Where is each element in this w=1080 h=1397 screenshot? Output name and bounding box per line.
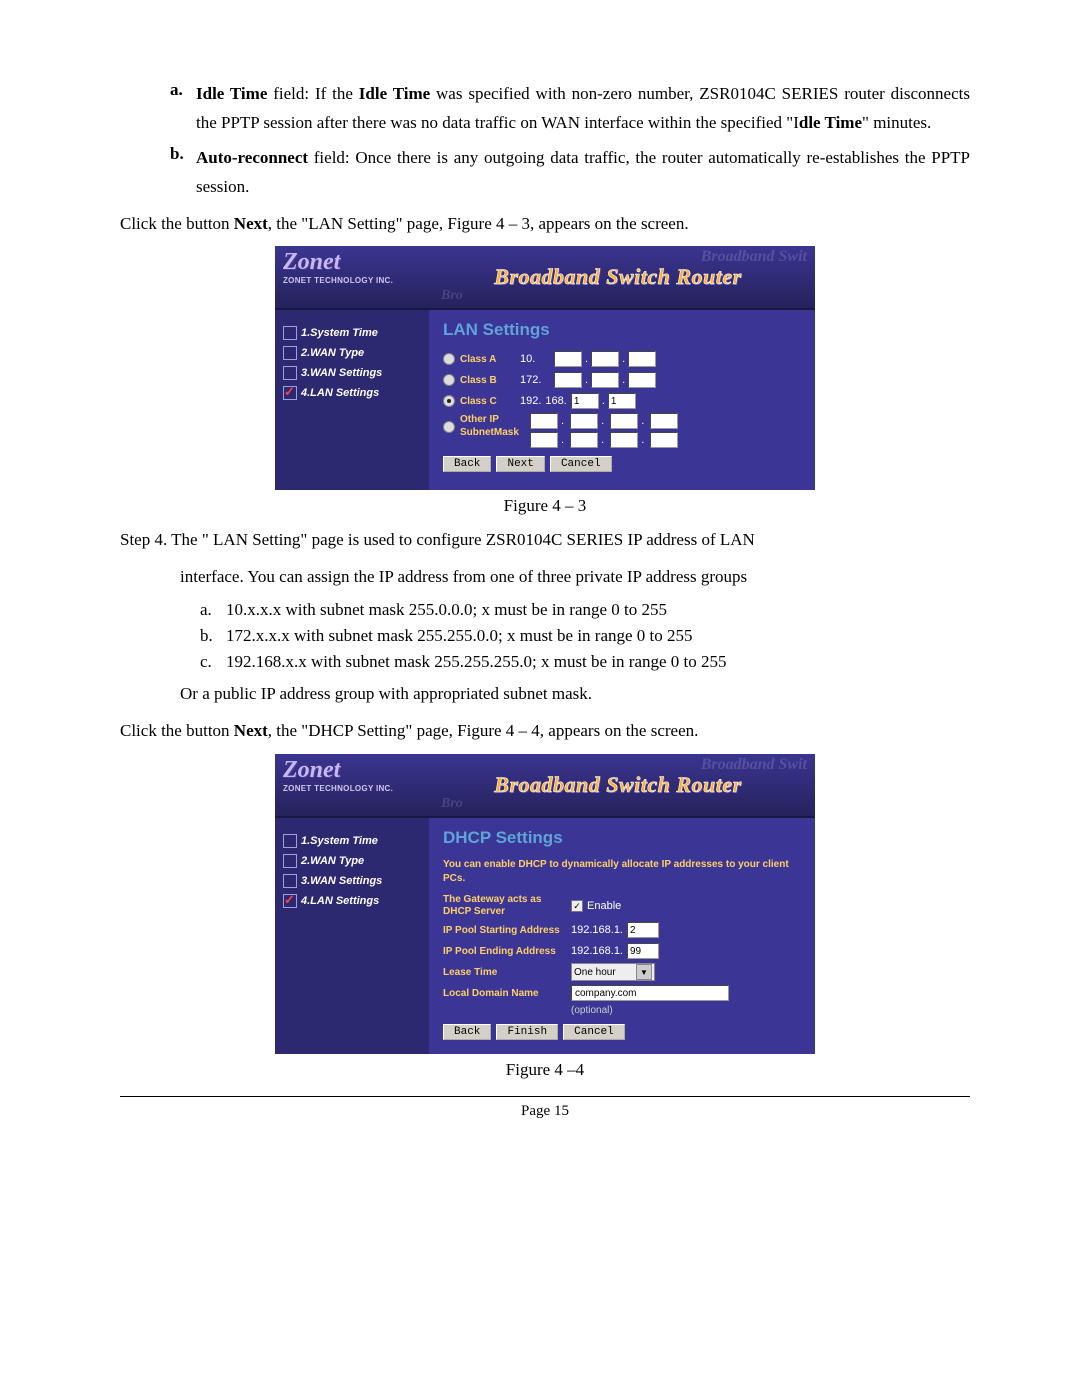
radio-class-a[interactable]	[443, 353, 455, 365]
label-class-a: Class A	[460, 354, 520, 365]
click-next-1: Click the button Next, the "LAN Setting"…	[120, 210, 970, 239]
list-text-a: Idle Time field: If the Idle Time was sp…	[196, 80, 970, 138]
classB-oct2[interactable]	[554, 372, 582, 388]
list-text-b: Auto-reconnect field: Once there is any …	[196, 144, 970, 202]
figure-4-3-caption: Figure 4 – 3	[120, 496, 970, 516]
checkbox-icon	[283, 874, 297, 888]
sidebar-item-3[interactable]: 3.WAN Settings	[283, 874, 421, 888]
figure-4-3: Zonet ZONET TECHNOLOGY INC. Broadband Sw…	[275, 246, 815, 490]
sidebar-item-1[interactable]: 1.System Time	[283, 834, 421, 848]
radio-other[interactable]	[443, 421, 455, 433]
radio-class-c[interactable]	[443, 395, 455, 407]
classA-oct4[interactable]	[628, 351, 656, 367]
optional-label: (optional)	[571, 1005, 801, 1016]
other-mask-4[interactable]	[650, 432, 678, 448]
figure-4-4: Zonet ZONET TECHNOLOGY INC. Broadband Sw…	[275, 754, 815, 1054]
sidebar-item-2[interactable]: 2.WAN Type	[283, 346, 421, 360]
other-ip-2[interactable]	[570, 413, 598, 429]
label-class-b: Class B	[460, 375, 520, 386]
header-title: Broadband Switch Router	[494, 772, 741, 798]
domain-field[interactable]	[571, 985, 729, 1001]
sub-c-text: 192.168.x.x with subnet mask 255.255.255…	[226, 652, 727, 672]
checkbox-icon	[283, 854, 297, 868]
or-line: Or a public IP address group with approp…	[180, 680, 970, 709]
other-mask-1[interactable]	[530, 432, 558, 448]
classC-oct4[interactable]	[608, 393, 636, 409]
header-watermark: Broadband Swit	[701, 756, 807, 774]
other-mask-2[interactable]	[570, 432, 598, 448]
other-ip-3[interactable]	[610, 413, 638, 429]
classA-oct2[interactable]	[554, 351, 582, 367]
logo-sub: ZONET TECHNOLOGY INC.	[283, 784, 421, 793]
classB-oct4[interactable]	[628, 372, 656, 388]
cancel-button[interactable]: Cancel	[550, 456, 612, 472]
dhcp-intro: You can enable DHCP to dynamically alloc…	[443, 858, 801, 886]
sidebar-item-4[interactable]: 4.LAN Settings	[283, 894, 421, 908]
ip-start-field[interactable]	[627, 922, 659, 938]
logo: Zonet	[283, 760, 421, 782]
checkbox-checked-icon	[283, 894, 297, 908]
chevron-down-icon: ▼	[636, 964, 652, 980]
back-button[interactable]: Back	[443, 1024, 491, 1040]
header-watermark2: Bro	[441, 796, 463, 812]
label-ip-start: IP Pool Starting Address	[443, 925, 571, 936]
next-button[interactable]: Next	[496, 456, 544, 472]
finish-button[interactable]: Finish	[496, 1024, 558, 1040]
cancel-button[interactable]: Cancel	[563, 1024, 625, 1040]
classA-oct3[interactable]	[591, 351, 619, 367]
header-watermark2: Bro	[441, 288, 463, 304]
other-mask-3[interactable]	[610, 432, 638, 448]
page-number: Page 15	[120, 1103, 970, 1120]
checkbox-icon	[283, 326, 297, 340]
lease-time-select[interactable]: One hour▼	[571, 963, 655, 981]
sidebar-item-3[interactable]: 3.WAN Settings	[283, 366, 421, 380]
checkbox-checked-icon	[283, 386, 297, 400]
step4-line1: Step 4. The " LAN Setting" page is used …	[120, 526, 970, 555]
sub-a-text: 10.x.x.x with subnet mask 255.0.0.0; x m…	[226, 600, 667, 620]
radio-class-b[interactable]	[443, 374, 455, 386]
sidebar-item-2[interactable]: 2.WAN Type	[283, 854, 421, 868]
click-next-2: Click the button Next, the "DHCP Setting…	[120, 717, 970, 746]
back-button[interactable]: Back	[443, 456, 491, 472]
other-ip-4[interactable]	[650, 413, 678, 429]
sidebar-item-1[interactable]: 1.System Time	[283, 326, 421, 340]
lan-title: LAN Settings	[443, 320, 801, 340]
header-watermark: Broadband Swit	[701, 248, 807, 266]
step4-line2: interface. You can assign the IP address…	[180, 563, 970, 592]
label-lease-time: Lease Time	[443, 967, 571, 978]
classC-oct3[interactable]	[571, 393, 599, 409]
enable-checkbox[interactable]: ✓	[571, 900, 583, 912]
list-letter-b: b.	[170, 144, 196, 202]
footer-divider	[120, 1096, 970, 1097]
logo: Zonet	[283, 252, 421, 274]
label-ip-end: IP Pool Ending Address	[443, 946, 571, 957]
ip-end-field[interactable]	[627, 943, 659, 959]
checkbox-icon	[283, 834, 297, 848]
classB-oct3[interactable]	[591, 372, 619, 388]
header-title: Broadband Switch Router	[494, 264, 741, 290]
sub-b-text: 172.x.x.x with subnet mask 255.255.0.0; …	[226, 626, 693, 646]
logo-sub: ZONET TECHNOLOGY INC.	[283, 276, 421, 285]
label-domain: Local Domain Name	[443, 988, 571, 999]
checkbox-icon	[283, 346, 297, 360]
checkbox-icon	[283, 366, 297, 380]
list-letter-a: a.	[170, 80, 196, 138]
label-other: Other IPSubnetMask	[460, 413, 530, 439]
enable-label: Enable	[587, 900, 621, 912]
label-class-c: Class C	[460, 396, 520, 407]
other-ip-1[interactable]	[530, 413, 558, 429]
figure-4-4-caption: Figure 4 –4	[120, 1060, 970, 1080]
dhcp-title: DHCP Settings	[443, 828, 801, 848]
sidebar-item-4[interactable]: 4.LAN Settings	[283, 386, 421, 400]
label-gateway-dhcp: The Gateway acts as DHCP Server	[443, 894, 571, 918]
